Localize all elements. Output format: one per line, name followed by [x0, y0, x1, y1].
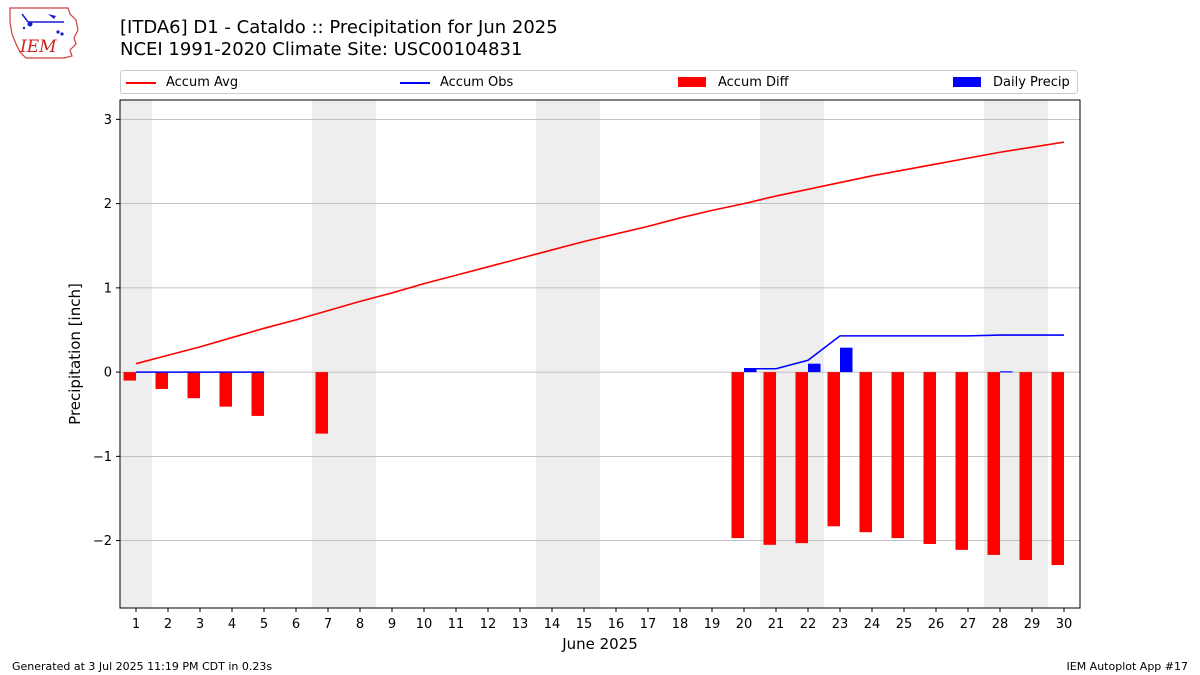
x-tick-label: 9	[388, 617, 396, 632]
iem-logo: IEM	[6, 4, 82, 60]
legend-label-accum-avg: Accum Avg	[166, 75, 239, 90]
legend-label-accum-obs: Accum Obs	[440, 75, 514, 90]
daily-precip-bar	[808, 363, 821, 373]
y-tick-label: 3	[104, 113, 112, 128]
x-tick-label: 2	[164, 617, 172, 632]
x-tick-label: 16	[608, 617, 625, 632]
chart-title-line1: [ITDA6] D1 - Cataldo :: Precipitation fo…	[120, 17, 558, 38]
y-axis-label: Precipitation [inch]	[66, 283, 84, 425]
legend-label-daily-precip: Daily Precip	[993, 75, 1070, 90]
x-tick-label: 6	[292, 617, 300, 632]
x-tick-label: 17	[640, 617, 657, 632]
x-axis-label: June 2025	[561, 635, 638, 653]
weekend-band	[312, 100, 376, 608]
daily-precip-bar	[1000, 371, 1013, 373]
diff-bar	[795, 372, 808, 544]
app-note: IEM Autoplot App #17	[1066, 660, 1189, 673]
x-tick-label: 20	[736, 617, 753, 632]
x-tick-label: 28	[992, 617, 1009, 632]
x-tick-label: 8	[356, 617, 364, 632]
diff-bar	[187, 372, 200, 399]
x-tick-label: 26	[928, 617, 945, 632]
diff-bar	[123, 372, 136, 381]
x-tick-label: 13	[512, 617, 529, 632]
x-tick-label: 1	[132, 617, 140, 632]
diff-bar	[219, 372, 232, 407]
diff-bar	[859, 372, 872, 533]
diff-bar	[891, 372, 904, 539]
diff-bar	[763, 372, 776, 545]
weekend-band	[536, 100, 600, 608]
daily-precip-bar	[840, 347, 853, 373]
legend-swatch-daily-precip	[953, 77, 981, 87]
y-tick-label: −2	[93, 534, 112, 549]
y-tick-label: −1	[93, 450, 112, 465]
y-tick-label: 0	[104, 366, 112, 381]
legend-swatch-accum-obs	[400, 82, 430, 84]
x-tick-label: 19	[704, 617, 721, 632]
x-tick-label: 14	[544, 617, 561, 632]
chart-title-line2: NCEI 1991-2020 Climate Site: USC00104831	[120, 39, 523, 60]
diff-bar	[923, 372, 936, 544]
x-tick-label: 29	[1024, 617, 1041, 632]
weekend-band	[120, 100, 152, 608]
diff-bar	[155, 372, 168, 389]
daily-precip-bar	[744, 368, 757, 373]
x-tick-label: 22	[800, 617, 817, 632]
x-tick-label: 30	[1056, 617, 1073, 632]
legend: Accum Avg Accum Obs Accum Diff Daily Pre…	[120, 70, 1078, 94]
diff-bar	[827, 372, 840, 527]
diff-bar	[251, 372, 264, 416]
accum-obs-line	[744, 334, 1064, 370]
chart-title: [ITDA6] D1 - Cataldo :: Precipitation fo…	[120, 17, 558, 61]
x-tick-label: 4	[228, 617, 236, 632]
accum-avg-line	[135, 141, 1065, 365]
x-tick-label: 7	[324, 617, 332, 632]
legend-label-accum-diff: Accum Diff	[718, 75, 789, 90]
x-tick-label: 21	[768, 617, 785, 632]
legend-swatch-accum-avg	[126, 82, 156, 84]
plot-frame	[119, 99, 1081, 609]
y-tick-label: 1	[104, 281, 112, 296]
logo-text: IEM	[19, 37, 57, 57]
x-tick-label: 15	[576, 617, 593, 632]
legend-swatch-accum-diff	[678, 77, 706, 87]
x-tick-label: 10	[416, 617, 433, 632]
diff-bar	[315, 372, 328, 434]
diff-bar	[731, 372, 744, 539]
diff-bar	[955, 372, 968, 550]
diff-bar	[1019, 372, 1032, 560]
y-tick-label: 2	[104, 197, 112, 212]
x-tick-label: 18	[672, 617, 689, 632]
x-tick-label: 3	[196, 617, 204, 632]
x-tick-label: 23	[832, 617, 849, 632]
x-tick-label: 25	[896, 617, 913, 632]
x-tick-label: 27	[960, 617, 977, 632]
x-tick-label: 12	[480, 617, 497, 632]
x-tick-label: 11	[448, 617, 465, 632]
diff-bar	[1051, 372, 1064, 566]
x-tick-label: 5	[260, 617, 268, 632]
x-tick-label: 24	[864, 617, 881, 632]
diff-bar	[987, 372, 1000, 555]
generated-note: Generated at 3 Jul 2025 11:19 PM CDT in …	[12, 660, 273, 673]
